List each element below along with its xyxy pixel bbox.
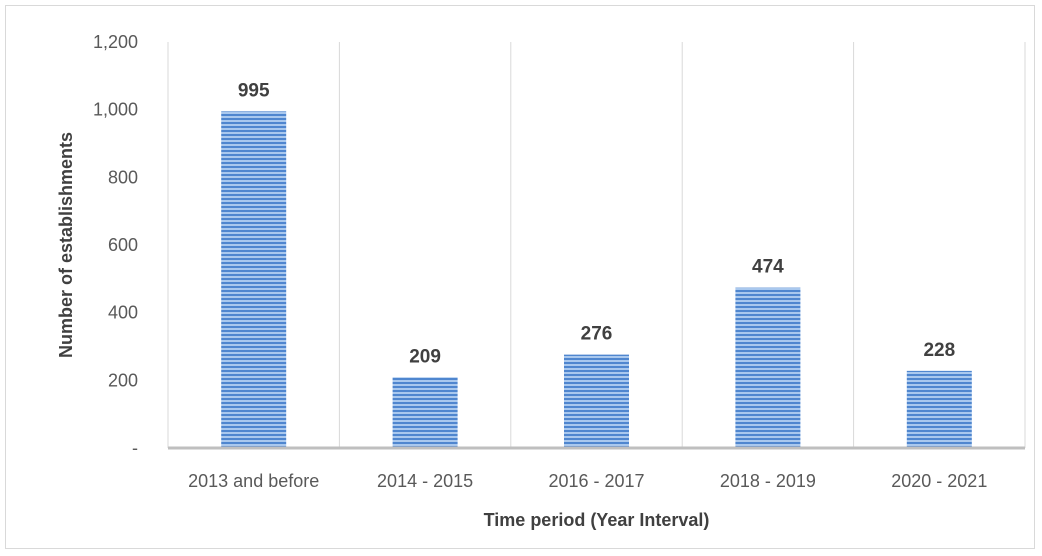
x-tick-label: 2014 - 2015: [377, 471, 473, 491]
y-tick-label: 400: [108, 303, 138, 323]
bar: [564, 354, 629, 448]
bars: [221, 111, 972, 448]
bar: [735, 287, 801, 448]
x-tick-label: 2016 - 2017: [548, 471, 644, 491]
y-axis-title: Number of establishments: [56, 132, 76, 358]
y-tick-label: 1,200: [93, 32, 138, 52]
x-tick-labels: 2013 and before 2014 - 2015 2016 - 2017 201…: [188, 471, 987, 491]
x-tick-label: 2020 - 2021: [891, 471, 987, 491]
bar: [221, 111, 287, 448]
chart-frame: [5, 5, 1035, 549]
y-tick-label: 1,000: [93, 100, 138, 120]
x-tick-label: 2013 and before: [188, 471, 319, 491]
data-label: 276: [581, 324, 613, 345]
bar: [906, 370, 972, 448]
data-label: 228: [923, 340, 955, 361]
data-label: 209: [409, 346, 441, 367]
data-labels: 995 209 276 474 228: [238, 80, 955, 367]
y-tick-label: 600: [108, 235, 138, 255]
x-axis-title: Time period (Year Interval): [484, 510, 710, 530]
data-label: 995: [238, 80, 270, 101]
x-tick-label: 2018 - 2019: [720, 471, 816, 491]
data-label: 474: [752, 257, 784, 278]
bar: [392, 377, 458, 448]
y-tick-label: 800: [108, 167, 138, 187]
y-tick-label: -: [132, 438, 138, 458]
y-tick-label: 200: [108, 370, 138, 390]
gridlines: [167, 42, 1026, 448]
y-tick-labels: - 200 400 600 800 1,000 1,200: [93, 32, 138, 458]
